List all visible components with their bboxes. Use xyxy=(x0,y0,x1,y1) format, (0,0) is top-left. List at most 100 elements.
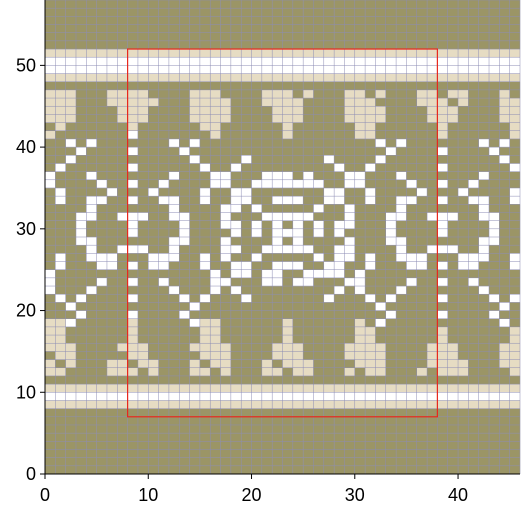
chart-cell xyxy=(478,253,490,262)
chart-cell xyxy=(509,375,521,385)
chart-cell xyxy=(303,400,314,409)
chart-cell xyxy=(375,81,386,90)
chart-cell xyxy=(365,465,376,475)
chart-cell xyxy=(106,457,118,466)
chart-cell xyxy=(96,16,108,25)
chart-cell xyxy=(499,253,510,262)
chart-cell xyxy=(427,326,438,336)
chart-cell xyxy=(323,147,335,156)
chart-cell xyxy=(137,457,149,466)
chart-cell xyxy=(75,286,87,295)
chart-cell xyxy=(365,269,376,278)
chart-cell xyxy=(282,163,293,172)
chart-cell xyxy=(354,138,366,148)
chart-cell xyxy=(303,228,314,238)
chart-cell xyxy=(86,277,97,287)
chart-cell xyxy=(199,57,211,66)
chart-cell xyxy=(220,228,231,238)
chart-cell xyxy=(478,179,490,189)
chart-cell xyxy=(427,122,438,131)
chart-cell xyxy=(199,40,211,50)
chart-cell xyxy=(313,375,324,385)
chart-cell xyxy=(189,367,200,377)
chart-cell xyxy=(86,335,97,344)
chart-cell xyxy=(385,16,397,25)
chart-cell xyxy=(385,310,397,319)
chart-cell xyxy=(282,277,293,287)
chart-cell xyxy=(489,441,500,450)
chart-cell xyxy=(230,465,242,475)
chart-cell xyxy=(168,343,180,352)
chart-cell xyxy=(458,400,469,409)
chart-cell xyxy=(313,457,324,466)
chart-cell xyxy=(179,359,190,368)
chart-cell xyxy=(75,98,87,107)
chart-cell xyxy=(127,98,139,107)
chart-cell xyxy=(137,163,149,172)
chart-cell xyxy=(282,441,293,450)
chart-cell xyxy=(354,73,366,82)
chart-cell xyxy=(210,147,221,156)
chart-cell xyxy=(137,40,149,50)
chart-cell xyxy=(106,204,118,213)
chart-cell xyxy=(75,302,87,311)
chart-cell xyxy=(65,40,77,50)
chart-cell xyxy=(117,351,128,360)
chart-cell xyxy=(189,318,200,327)
chart-cell xyxy=(292,0,304,9)
chart-cell xyxy=(489,286,500,295)
chart-cell xyxy=(137,138,149,148)
chart-cell xyxy=(230,237,242,246)
chart-cell xyxy=(313,277,324,287)
chart-cell xyxy=(282,106,293,115)
chart-cell xyxy=(313,114,324,123)
chart-cell xyxy=(396,106,407,115)
chart-cell xyxy=(148,286,159,295)
chart-cell xyxy=(354,204,366,213)
chart-cell xyxy=(137,147,149,156)
chart-cell xyxy=(323,237,335,246)
chart-cell xyxy=(323,49,335,58)
chart-cell xyxy=(272,16,283,25)
chart-cell xyxy=(344,318,355,327)
chart-cell xyxy=(75,147,87,156)
chart-cell xyxy=(55,326,66,336)
chart-cell xyxy=(437,57,448,66)
chart-cell xyxy=(499,392,510,401)
chart-cell xyxy=(282,16,293,25)
chart-cell xyxy=(75,359,87,368)
chart-cell xyxy=(210,326,221,336)
chart-cell xyxy=(199,261,211,270)
chart-cell xyxy=(406,24,417,33)
chart-cell xyxy=(303,375,314,385)
chart-cell xyxy=(313,89,324,99)
chart-cell xyxy=(45,196,56,205)
chart-cell xyxy=(292,32,304,41)
chart-cell xyxy=(96,277,108,287)
chart-cell xyxy=(292,441,304,450)
chart-cell xyxy=(45,375,56,385)
chart-cell xyxy=(509,335,521,344)
chart-cell xyxy=(416,424,428,434)
chart-cell xyxy=(427,204,438,213)
chart-cell xyxy=(55,302,66,311)
chart-cell xyxy=(292,392,304,401)
chart-cell xyxy=(179,163,190,172)
chart-cell xyxy=(437,220,448,229)
chart-cell xyxy=(303,359,314,368)
chart-cell xyxy=(344,277,355,287)
chart-cell xyxy=(168,392,180,401)
chart-cell xyxy=(65,294,77,303)
chart-cell xyxy=(499,171,510,180)
chart-cell xyxy=(406,343,417,352)
chart-cell xyxy=(179,392,190,401)
chart-cell xyxy=(106,196,118,205)
chart-cell xyxy=(168,384,180,393)
chart-cell xyxy=(65,433,77,442)
chart-cell xyxy=(168,400,180,409)
chart-cell xyxy=(179,220,190,229)
chart-cell xyxy=(261,98,273,107)
chart-cell xyxy=(292,73,304,82)
chart-cell xyxy=(344,392,355,401)
chart-cell xyxy=(65,187,77,197)
